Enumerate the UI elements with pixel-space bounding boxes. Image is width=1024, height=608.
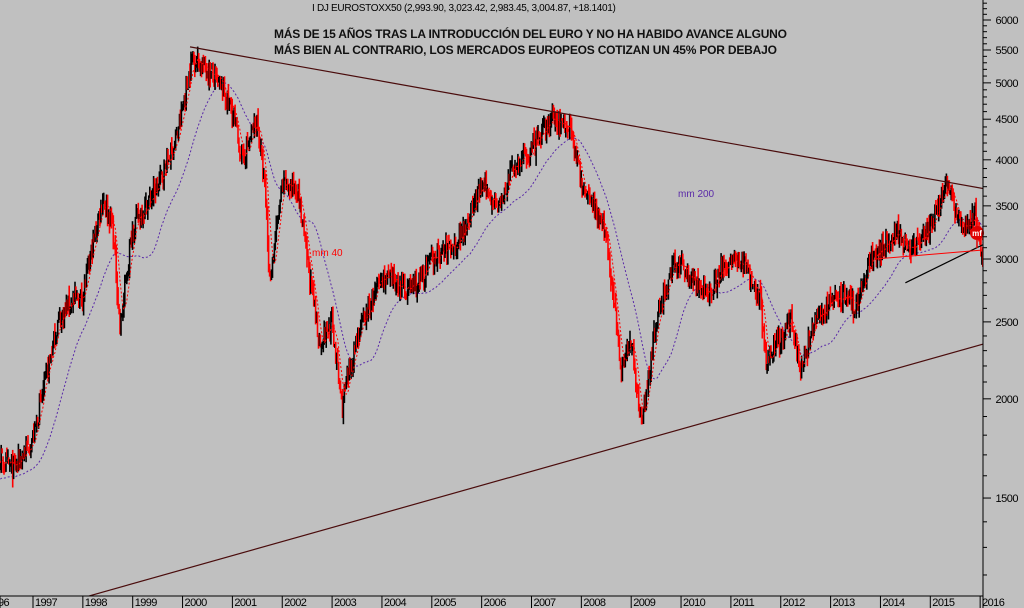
marker-icon <box>970 226 984 240</box>
x-tick-label: 2008 <box>583 597 606 608</box>
x-tick-label: 1998 <box>85 597 108 608</box>
lower-support-trendline <box>87 343 983 596</box>
upper-resistance-trendline <box>189 46 983 190</box>
chart-title: I DJ EUROSTOXX50 (2,993.90, 3,023.42, 2,… <box>312 3 616 14</box>
annotation-line-2: MÁS BIEN AL CONTRARIO, LOS MERCADOS EURO… <box>274 43 777 57</box>
plot-area <box>0 46 983 596</box>
x-tick-label: 2003 <box>334 597 357 608</box>
x-tick-label: 2010 <box>683 597 706 608</box>
y-tick-label: 2000 <box>996 394 1019 406</box>
x-tick-label: 1999 <box>135 597 158 608</box>
x-tick-label: 2004 <box>384 597 407 608</box>
y-tick-label: 4500 <box>996 114 1019 126</box>
y-tick-label: 5500 <box>996 45 1019 57</box>
annotation-line-1: MÁS DE 15 AÑOS TRAS LA INTRODUCCIÓN DEL … <box>274 27 787 41</box>
ma40-label: mm 40 <box>312 248 343 259</box>
y-tick-label: 5000 <box>996 78 1019 90</box>
x-tick-label: 2015 <box>932 597 955 608</box>
x-tick-label: 2009 <box>633 597 656 608</box>
x-tick-label: 2006 <box>484 597 507 608</box>
y-tick-label: 3500 <box>996 201 1019 213</box>
marker-label: mf <box>972 229 982 238</box>
x-tick-label: 2016 <box>982 597 1005 608</box>
x-tick-label: 2011 <box>733 597 755 608</box>
ma200-line <box>0 81 983 480</box>
ma-long-line <box>875 249 983 260</box>
y-tick-label: 6000 <box>996 15 1019 27</box>
x-tick-label: 2014 <box>882 597 905 608</box>
x-tick-label: 2001 <box>234 597 257 608</box>
ma40-line <box>0 58 983 466</box>
x-tick-label: 96 <box>0 597 10 608</box>
x-tick-label: 2002 <box>284 597 307 608</box>
y-tick-label: 4000 <box>996 155 1019 167</box>
x-tick-label: 1997 <box>35 597 58 608</box>
x-tick-label: 2000 <box>185 597 208 608</box>
x-tick-label: 2007 <box>534 597 557 608</box>
x-tick-label: 2013 <box>833 597 856 608</box>
x-tick-label: 2005 <box>434 597 457 608</box>
y-tick-label: 2500 <box>996 317 1019 329</box>
ma200-label: mm 200 <box>678 189 715 200</box>
y-tick-label: 1500 <box>996 493 1019 505</box>
x-tick-label: 2012 <box>783 597 806 608</box>
y-tick-label: 3000 <box>996 254 1019 266</box>
